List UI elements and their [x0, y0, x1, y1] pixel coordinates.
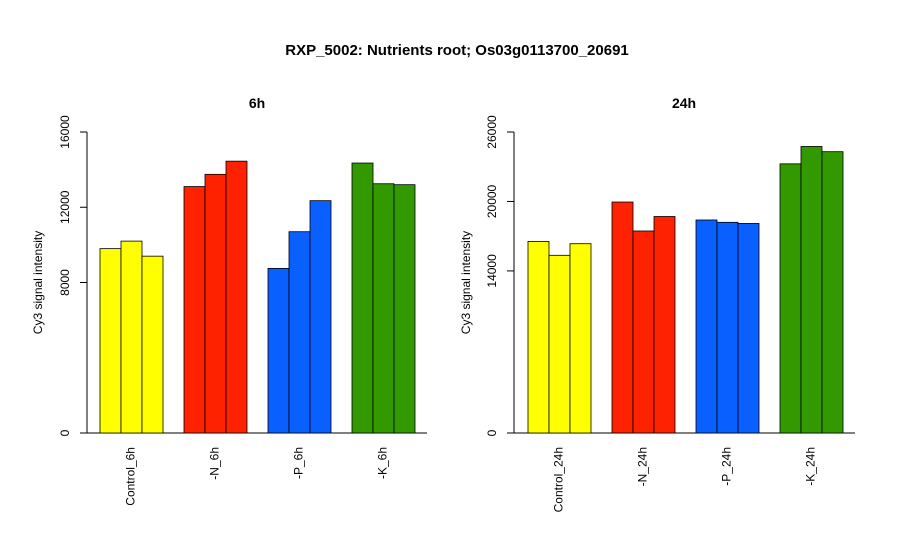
y-tick-label: 16000	[58, 115, 72, 149]
y-tick-label: 12000	[58, 190, 72, 224]
bar	[611, 201, 634, 434]
bar	[716, 221, 739, 434]
y-axis-label: Cy3 signal intensity	[459, 231, 473, 334]
bar	[821, 151, 844, 434]
bar	[99, 248, 122, 434]
y-axis-label: Cy3 signal intensity	[31, 231, 45, 334]
bar	[737, 223, 760, 434]
bar	[204, 173, 227, 434]
x-tick-label: -K_24h	[804, 447, 818, 486]
bar	[569, 243, 592, 434]
y-tick-label: 14000	[485, 254, 499, 288]
panel-title: 24h	[672, 95, 696, 111]
x-tick-label: -P_24h	[720, 447, 734, 486]
bar	[288, 231, 311, 434]
figure-title: RXP_5002: Nutrients root; Os03g0113700_2…	[285, 42, 629, 59]
bar	[779, 163, 802, 434]
bar	[225, 160, 248, 434]
bar	[695, 219, 718, 434]
x-tick-label: -K_6h	[376, 447, 390, 479]
bar	[372, 183, 395, 434]
bar	[141, 255, 164, 434]
x-tick-label: -N_24h	[636, 447, 650, 486]
y-tick-label: 0	[58, 429, 72, 436]
panel-title: 6h	[249, 95, 265, 111]
x-tick-label: Control_24h	[552, 447, 566, 512]
bar	[351, 162, 374, 434]
y-tick-label: 0	[485, 429, 499, 436]
bar	[120, 240, 143, 434]
y-tick-label: 8000	[58, 269, 72, 296]
y-tick-label: 26000	[485, 115, 499, 149]
bar	[309, 200, 332, 434]
bar	[653, 216, 676, 434]
bar	[800, 146, 823, 434]
bar	[527, 241, 550, 434]
y-tick-label: 20000	[485, 184, 499, 218]
bar	[183, 186, 206, 434]
x-tick-label: Control_6h	[124, 447, 138, 506]
bar	[548, 254, 571, 434]
bar	[393, 184, 416, 434]
bar	[267, 267, 290, 434]
x-tick-label: -P_6h	[292, 447, 306, 479]
bar	[632, 230, 655, 434]
x-tick-label: -N_6h	[208, 447, 222, 480]
